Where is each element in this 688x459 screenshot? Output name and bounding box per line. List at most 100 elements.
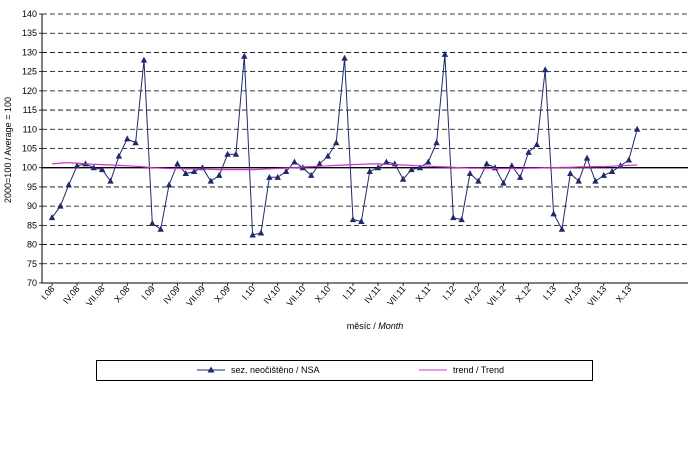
- nsa-point: [107, 177, 114, 184]
- nsa-point: [533, 141, 541, 148]
- nsa-point: [483, 160, 490, 167]
- y-tick-label-80: 80: [27, 240, 37, 250]
- nsa-point: [232, 150, 240, 157]
- legend-item-trend: trend / Trend: [419, 365, 504, 375]
- nsa-point: [625, 156, 633, 163]
- y-tick-label-105: 105: [22, 144, 37, 154]
- nsa-point: [608, 168, 616, 175]
- nsa-point: [466, 169, 474, 176]
- nsa-point: [450, 214, 457, 221]
- nsa-point: [207, 177, 215, 184]
- x-tick-label: VII.08: [84, 284, 107, 308]
- nsa-point: [190, 168, 198, 175]
- y-tick-label-90: 90: [27, 201, 37, 211]
- nsa-point: [425, 158, 432, 165]
- nsa-point: [500, 179, 507, 186]
- nsa-point: [366, 168, 373, 175]
- x-tick-label: IV.08: [61, 284, 82, 306]
- y-tick-label-75: 75: [27, 259, 37, 269]
- series-nsa-line: [51, 54, 638, 236]
- nsa-point: [525, 148, 532, 155]
- nsa-point: [316, 160, 323, 167]
- x-tick-label: I.09: [140, 284, 157, 302]
- nsa-point: [57, 202, 64, 209]
- legend: sez. neočištěno / NSA trend / Trend: [96, 360, 593, 381]
- nsa-point: [441, 50, 449, 57]
- nsa-point: [416, 164, 424, 171]
- x-tick-label: VII.09: [184, 284, 207, 308]
- x-tick-label: IV.11: [362, 284, 382, 305]
- nsa-point: [341, 54, 348, 61]
- x-tick-label: IV.10: [262, 284, 283, 306]
- y-tick-label-120: 120: [22, 86, 37, 96]
- nsa-point: [558, 225, 566, 232]
- x-tick-label: X.11: [414, 284, 433, 304]
- legend-label-trend: trend / Trend: [453, 365, 505, 375]
- nsa-point: [433, 139, 440, 146]
- y-tick-label-110: 110: [23, 124, 37, 134]
- nsa-point: [124, 135, 131, 142]
- nsa-point: [249, 231, 256, 238]
- x-tick-label: X.10: [313, 284, 333, 305]
- y-tick-label-95: 95: [27, 182, 37, 192]
- gridlines: [42, 13, 688, 284]
- nsa-point: [182, 169, 189, 176]
- y-tick-label-135: 135: [22, 28, 37, 38]
- x-tick-labels: I.08 IV.08 VII.08 X.08 I.09 IV.09 VII.09 X.09 I.…: [39, 284, 633, 308]
- nsa-point: [508, 162, 515, 169]
- nsa-point: [274, 173, 281, 180]
- nsa-point: [65, 181, 72, 188]
- nsa-point: [583, 154, 591, 161]
- nsa-point: [399, 175, 407, 182]
- x-tick-label: I.11: [341, 284, 358, 301]
- nsa-point: [73, 162, 81, 169]
- series-trend-line: [51, 162, 638, 171]
- x-tick-label: X.09: [213, 284, 233, 305]
- nsa-point: [174, 160, 181, 167]
- nsa-point: [383, 158, 390, 165]
- x-axis-title-cz: měsíc /: [347, 321, 379, 331]
- x-tick-label: I.12: [440, 284, 457, 302]
- nsa-point: [149, 219, 156, 226]
- x-axis-title: měsíc / Month: [347, 321, 404, 331]
- y-tick-label-125: 125: [22, 67, 37, 77]
- x-tick-label: VII.11: [385, 284, 407, 308]
- y-tick-label-85: 85: [27, 220, 37, 230]
- x-tick-label: I.13: [541, 284, 558, 302]
- nsa-point: [266, 173, 273, 180]
- nsa-point: [216, 171, 223, 178]
- nsa-point: [282, 168, 290, 175]
- nsa-point: [458, 216, 465, 223]
- nsa-point: [358, 218, 365, 225]
- x-tick-label: IV.13: [563, 284, 584, 306]
- legend-label-nsa: sez. neočištěno / NSA: [231, 365, 320, 375]
- x-tick-label: IV.12: [462, 284, 483, 306]
- legend-nsa-swatch-icon: [197, 366, 225, 373]
- x-tick-label: VII.12: [485, 284, 508, 308]
- legend-item-nsa: sez. neočištěno / NSA: [197, 365, 320, 375]
- nsa-point: [374, 164, 382, 171]
- nsa-point: [115, 152, 123, 159]
- nsa-point: [224, 150, 231, 157]
- nsa-point: [575, 177, 582, 184]
- nsa-point: [140, 56, 148, 63]
- y-tick-label-115: 115: [23, 105, 37, 115]
- x-tick-label: VII.10: [285, 284, 308, 308]
- nsa-point: [90, 164, 97, 171]
- x-tick-label: X.13: [614, 284, 634, 305]
- y-tick-labels: 70 75 80 85 90 95 100 105 110 115 120 125 130 135 140: [22, 9, 37, 288]
- y-axis-title: 2000=100 / Average = 100: [3, 97, 13, 203]
- x-axis-title-en: Month: [378, 321, 403, 331]
- nsa-point: [257, 229, 265, 236]
- nsa-point: [475, 177, 482, 184]
- nsa-point: [324, 152, 332, 159]
- y-tick-label-100: 100: [22, 163, 37, 173]
- y-tick-label-70: 70: [27, 278, 37, 288]
- series: [48, 50, 641, 238]
- nsa-point: [542, 66, 549, 73]
- nsa-point: [165, 181, 173, 188]
- x-tick-label: X.12: [513, 284, 533, 305]
- nsa-point: [291, 158, 298, 165]
- nsa-point: [516, 173, 524, 180]
